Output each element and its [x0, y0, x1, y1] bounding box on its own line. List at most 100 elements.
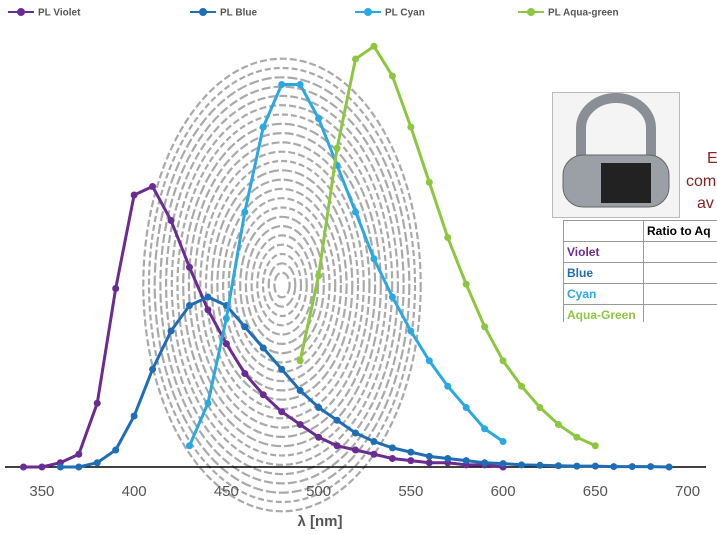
data-point [130, 191, 138, 199]
x-tick-label: 450 [214, 483, 239, 500]
empty-cell [563, 220, 644, 242]
data-point [444, 455, 452, 462]
data-point [573, 433, 581, 441]
data-point [315, 272, 323, 280]
data-point [591, 442, 599, 450]
data-point [204, 399, 212, 407]
fingerprint-ridge [187, 132, 377, 438]
data-point [278, 81, 286, 88]
data-point [352, 55, 359, 63]
legend-item: PL Cyan [355, 8, 425, 19]
data-point [296, 81, 304, 88]
data-point [462, 457, 470, 465]
row-label: Blue [563, 262, 644, 284]
series-line [188, 83, 504, 447]
data-point [222, 340, 230, 348]
data-point [38, 463, 46, 471]
table-row: Cyan91% [563, 283, 717, 305]
data-point [518, 382, 526, 390]
legend-label: PL Violet [38, 8, 81, 19]
data-point [315, 433, 323, 441]
data-point [481, 425, 489, 433]
data-point [610, 463, 618, 471]
legend-marker [199, 8, 207, 16]
data-point [628, 463, 636, 471]
fingerprint-ridge [250, 234, 314, 336]
data-point [333, 144, 341, 152]
data-point [499, 438, 507, 445]
x-tick-label: 600 [491, 483, 516, 500]
side-text: av [697, 195, 714, 212]
data-point [296, 421, 304, 428]
x-tick-label: 350 [29, 483, 54, 500]
data-point [370, 450, 378, 458]
data-point [554, 421, 562, 428]
legend-item: PL Violet [8, 8, 81, 19]
fingerprint-ridge [204, 159, 360, 411]
data-point [388, 455, 396, 462]
ratio-table: Ratio to Aq Violet66%Blue40%Cyan91%Aqua-… [563, 220, 717, 322]
data-point [167, 217, 175, 224]
legend-label: PL Aqua-green [548, 8, 619, 19]
data-point [425, 357, 433, 365]
data-point [278, 408, 286, 416]
fingerprint-ridge [170, 104, 394, 466]
legend-marker [17, 8, 25, 16]
data-point [370, 42, 378, 50]
table-row: Blue40% [563, 262, 717, 284]
data-point [259, 344, 267, 352]
fingerprint-ridge [182, 122, 382, 448]
data-point [425, 178, 433, 186]
fingerprint-ridge [222, 187, 343, 383]
dials [601, 163, 651, 203]
data-point [75, 450, 83, 458]
fingerprint-ridge [147, 66, 417, 504]
data-point [130, 412, 138, 420]
shackle [576, 93, 656, 163]
data-point [481, 459, 489, 467]
data-point [499, 460, 507, 468]
column-header: Ratio to Aq [643, 220, 717, 242]
fingerprint-ridge [273, 271, 291, 299]
data-point [185, 263, 193, 271]
data-point [241, 208, 249, 216]
fingerprint-ridge [199, 150, 365, 420]
legend-marker [364, 8, 372, 16]
data-point [554, 462, 562, 470]
data-point [296, 357, 304, 365]
data-point [425, 452, 433, 460]
data-point [56, 463, 64, 471]
ratio-cell: 40% [643, 262, 717, 284]
data-point [352, 208, 359, 216]
data-point [149, 183, 157, 190]
data-point [93, 399, 101, 407]
data-point [204, 293, 212, 301]
data-point [462, 404, 470, 411]
data-point [518, 461, 526, 469]
data-point [315, 404, 323, 411]
x-tick-label: 400 [122, 483, 147, 500]
fingerprint-ridge [261, 252, 303, 318]
fingerprint-ridge [210, 169, 354, 401]
padlock-image [552, 92, 680, 218]
fingerprint-ridge [216, 178, 348, 392]
series-line [60, 295, 670, 469]
legend-label: PL Blue [220, 8, 257, 19]
ratio-cell: 91% [643, 283, 717, 305]
data-point [75, 463, 83, 471]
padlock [562, 93, 670, 208]
data-point [19, 463, 27, 471]
data-point [185, 302, 193, 309]
data-point [352, 429, 359, 437]
data-point [481, 323, 489, 331]
legend-item: PL Blue [190, 8, 257, 19]
data-point [333, 416, 341, 424]
x-tick-label: 550 [398, 483, 423, 500]
ratio-cell: 66% [643, 241, 717, 263]
data-point [370, 438, 378, 445]
data-point [591, 462, 599, 470]
fingerprint-ridge [233, 206, 331, 364]
fingerprint [142, 57, 422, 513]
table: Ratio to Aq Violet66%Blue40%Cyan91%Aqua-… [563, 220, 717, 322]
data-point [407, 327, 415, 335]
